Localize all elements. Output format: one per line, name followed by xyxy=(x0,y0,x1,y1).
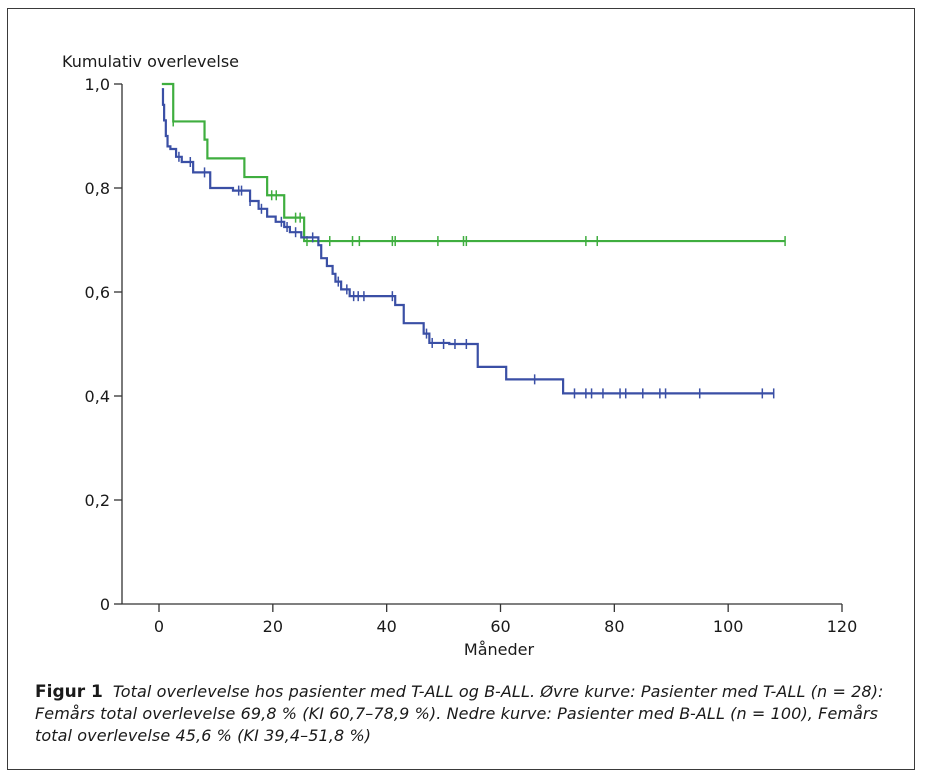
x-tick-label: 40 xyxy=(376,617,396,636)
x-tick-label: 20 xyxy=(263,617,283,636)
survival-chart: Kumulativ overlevelse 0 0,2 0,4 0,6 0,8 1,0 0 2… xyxy=(62,52,858,659)
x-tick-label: 0 xyxy=(154,617,164,636)
x-tick-label: 60 xyxy=(490,617,510,636)
y-tick-label: 0 xyxy=(100,595,110,614)
y-axis-label: Kumulativ overlevelse xyxy=(62,52,239,71)
y-tick-label: 0,8 xyxy=(85,179,110,198)
x-tick-label: 80 xyxy=(604,617,624,636)
caption-text: Total overlevelse hos pasienter med T-AL… xyxy=(35,682,884,745)
figure-caption: Figur 1 Total overlevelse hos pasienter m… xyxy=(35,681,905,747)
y-tick-label: 0,2 xyxy=(85,491,110,510)
x-axis-label: Måneder xyxy=(464,640,535,659)
axes: 0 0,2 0,4 0,6 0,8 1,0 0 20 40 60 80 100 120 xyxy=(85,75,858,636)
x-tick-label: 100 xyxy=(713,617,744,636)
x-tick-label: 120 xyxy=(827,617,858,636)
series-lines xyxy=(161,82,786,399)
y-tick-label: 1,0 xyxy=(85,75,110,94)
y-tick-label: 0,6 xyxy=(85,283,110,302)
caption-label: Figur 1 xyxy=(35,682,103,702)
figure-frame xyxy=(7,8,915,770)
y-tick-label: 0,4 xyxy=(85,387,110,406)
series-line-1 xyxy=(161,82,786,243)
